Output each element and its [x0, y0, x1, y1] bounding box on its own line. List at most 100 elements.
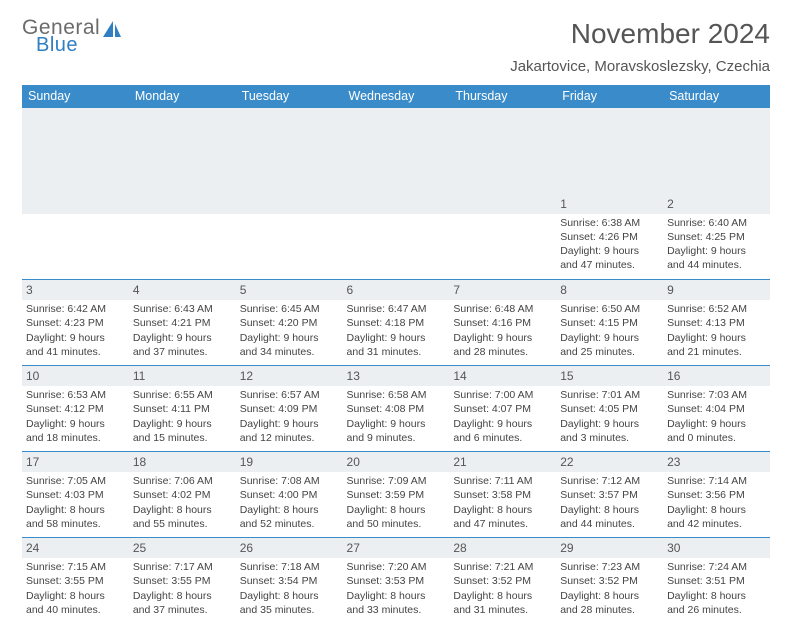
day-number: 15	[556, 366, 663, 386]
sunset-text: Sunset: 4:16 PM	[453, 316, 552, 330]
daylight-text: Daylight: 9 hours and 41 minutes.	[26, 331, 125, 359]
day-header: Thursday	[449, 85, 556, 108]
sail-icon	[102, 20, 122, 38]
day-body: Sunrise: 6:57 AMSunset: 4:09 PMDaylight:…	[236, 386, 343, 447]
day-header: Friday	[556, 85, 663, 108]
daylight-text: Daylight: 8 hours and 28 minutes.	[560, 589, 659, 617]
daylight-text: Daylight: 9 hours and 9 minutes.	[347, 417, 446, 445]
day-body: Sunrise: 7:01 AMSunset: 4:05 PMDaylight:…	[556, 386, 663, 447]
day-number: 24	[22, 538, 129, 558]
calendar-cell: 12Sunrise: 6:57 AMSunset: 4:09 PMDayligh…	[236, 366, 343, 452]
sunrise-text: Sunrise: 6:48 AM	[453, 302, 552, 316]
sunset-text: Sunset: 4:23 PM	[26, 316, 125, 330]
sunrise-text: Sunrise: 6:53 AM	[26, 388, 125, 402]
location: Jakartovice, Moravskoslezsky, Czechia	[510, 58, 770, 75]
sunrise-text: Sunrise: 7:00 AM	[453, 388, 552, 402]
calendar-week-row: 10Sunrise: 6:53 AMSunset: 4:12 PMDayligh…	[22, 366, 770, 452]
day-body: Sunrise: 7:09 AMSunset: 3:59 PMDaylight:…	[343, 472, 450, 533]
daylight-text: Daylight: 9 hours and 44 minutes.	[667, 244, 766, 272]
sunrise-text: Sunrise: 6:58 AM	[347, 388, 446, 402]
daylight-text: Daylight: 9 hours and 18 minutes.	[26, 417, 125, 445]
day-body: Sunrise: 7:23 AMSunset: 3:52 PMDaylight:…	[556, 558, 663, 619]
sunrise-text: Sunrise: 7:05 AM	[26, 474, 125, 488]
day-number: 7	[449, 280, 556, 300]
calendar-cell: 23Sunrise: 7:14 AMSunset: 3:56 PMDayligh…	[663, 452, 770, 538]
day-body: Sunrise: 6:38 AMSunset: 4:26 PMDaylight:…	[556, 214, 663, 275]
sunset-text: Sunset: 4:20 PM	[240, 316, 339, 330]
month-title: November 2024	[510, 18, 770, 50]
daylight-text: Daylight: 9 hours and 12 minutes.	[240, 417, 339, 445]
day-number: 22	[556, 452, 663, 472]
sunrise-text: Sunrise: 7:12 AM	[560, 474, 659, 488]
calendar-cell: 7Sunrise: 6:48 AMSunset: 4:16 PMDaylight…	[449, 280, 556, 366]
sunrise-text: Sunrise: 6:52 AM	[667, 302, 766, 316]
sunset-text: Sunset: 4:04 PM	[667, 402, 766, 416]
day-header: Sunday	[22, 85, 129, 108]
day-number: 4	[129, 280, 236, 300]
sunrise-text: Sunrise: 7:23 AM	[560, 560, 659, 574]
calendar-cell: 11Sunrise: 6:55 AMSunset: 4:11 PMDayligh…	[129, 366, 236, 452]
day-body: Sunrise: 6:53 AMSunset: 4:12 PMDaylight:…	[22, 386, 129, 447]
sunset-text: Sunset: 4:05 PM	[560, 402, 659, 416]
daylight-text: Daylight: 8 hours and 47 minutes.	[453, 503, 552, 531]
sunrise-text: Sunrise: 7:06 AM	[133, 474, 232, 488]
daylight-text: Daylight: 8 hours and 35 minutes.	[240, 589, 339, 617]
sunrise-text: Sunrise: 7:14 AM	[667, 474, 766, 488]
calendar-cell: 26Sunrise: 7:18 AMSunset: 3:54 PMDayligh…	[236, 538, 343, 624]
calendar-cell: 18Sunrise: 7:06 AMSunset: 4:02 PMDayligh…	[129, 452, 236, 538]
sunset-text: Sunset: 4:18 PM	[347, 316, 446, 330]
daylight-text: Daylight: 8 hours and 44 minutes.	[560, 503, 659, 531]
day-body: Sunrise: 7:05 AMSunset: 4:03 PMDaylight:…	[22, 472, 129, 533]
calendar-cell: 3Sunrise: 6:42 AMSunset: 4:23 PMDaylight…	[22, 280, 129, 366]
sunset-text: Sunset: 4:12 PM	[26, 402, 125, 416]
day-number	[129, 194, 236, 214]
day-number: 26	[236, 538, 343, 558]
daylight-text: Daylight: 8 hours and 40 minutes.	[26, 589, 125, 617]
sunset-text: Sunset: 4:07 PM	[453, 402, 552, 416]
calendar-cell: 8Sunrise: 6:50 AMSunset: 4:15 PMDaylight…	[556, 280, 663, 366]
day-body: Sunrise: 6:58 AMSunset: 4:08 PMDaylight:…	[343, 386, 450, 447]
day-number: 12	[236, 366, 343, 386]
calendar-cell: 14Sunrise: 7:00 AMSunset: 4:07 PMDayligh…	[449, 366, 556, 452]
sunset-text: Sunset: 4:00 PM	[240, 488, 339, 502]
daylight-text: Daylight: 8 hours and 26 minutes.	[667, 589, 766, 617]
day-number	[449, 194, 556, 214]
daylight-text: Daylight: 9 hours and 47 minutes.	[560, 244, 659, 272]
calendar-cell: 15Sunrise: 7:01 AMSunset: 4:05 PMDayligh…	[556, 366, 663, 452]
sunset-text: Sunset: 3:52 PM	[453, 574, 552, 588]
logo-text: General Blue	[22, 18, 100, 55]
sunrise-text: Sunrise: 6:50 AM	[560, 302, 659, 316]
daylight-text: Daylight: 9 hours and 37 minutes.	[133, 331, 232, 359]
day-number: 1	[556, 194, 663, 214]
sunset-text: Sunset: 4:25 PM	[667, 230, 766, 244]
day-number: 29	[556, 538, 663, 558]
day-body: Sunrise: 7:18 AMSunset: 3:54 PMDaylight:…	[236, 558, 343, 619]
calendar-cell: 20Sunrise: 7:09 AMSunset: 3:59 PMDayligh…	[343, 452, 450, 538]
day-body: Sunrise: 7:15 AMSunset: 3:55 PMDaylight:…	[22, 558, 129, 619]
day-body: Sunrise: 7:14 AMSunset: 3:56 PMDaylight:…	[663, 472, 770, 533]
calendar-cell: 13Sunrise: 6:58 AMSunset: 4:08 PMDayligh…	[343, 366, 450, 452]
calendar-cell: 10Sunrise: 6:53 AMSunset: 4:12 PMDayligh…	[22, 366, 129, 452]
daylight-text: Daylight: 8 hours and 52 minutes.	[240, 503, 339, 531]
day-number	[236, 194, 343, 214]
sunrise-text: Sunrise: 7:15 AM	[26, 560, 125, 574]
daylight-text: Daylight: 8 hours and 58 minutes.	[26, 503, 125, 531]
calendar-cell	[449, 194, 556, 280]
day-body: Sunrise: 6:42 AMSunset: 4:23 PMDaylight:…	[22, 300, 129, 361]
day-header: Monday	[129, 85, 236, 108]
day-number: 27	[343, 538, 450, 558]
sunrise-text: Sunrise: 7:01 AM	[560, 388, 659, 402]
title-block: November 2024 Jakartovice, Moravskoslezs…	[510, 18, 770, 75]
sunrise-text: Sunrise: 7:08 AM	[240, 474, 339, 488]
day-body: Sunrise: 6:50 AMSunset: 4:15 PMDaylight:…	[556, 300, 663, 361]
sunset-text: Sunset: 3:53 PM	[347, 574, 446, 588]
sunset-text: Sunset: 3:58 PM	[453, 488, 552, 502]
daylight-text: Daylight: 8 hours and 50 minutes.	[347, 503, 446, 531]
day-body: Sunrise: 6:55 AMSunset: 4:11 PMDaylight:…	[129, 386, 236, 447]
day-body: Sunrise: 7:12 AMSunset: 3:57 PMDaylight:…	[556, 472, 663, 533]
day-body: Sunrise: 7:06 AMSunset: 4:02 PMDaylight:…	[129, 472, 236, 533]
calendar-cell: 27Sunrise: 7:20 AMSunset: 3:53 PMDayligh…	[343, 538, 450, 624]
sunset-text: Sunset: 4:03 PM	[26, 488, 125, 502]
day-number: 28	[449, 538, 556, 558]
day-number: 3	[22, 280, 129, 300]
